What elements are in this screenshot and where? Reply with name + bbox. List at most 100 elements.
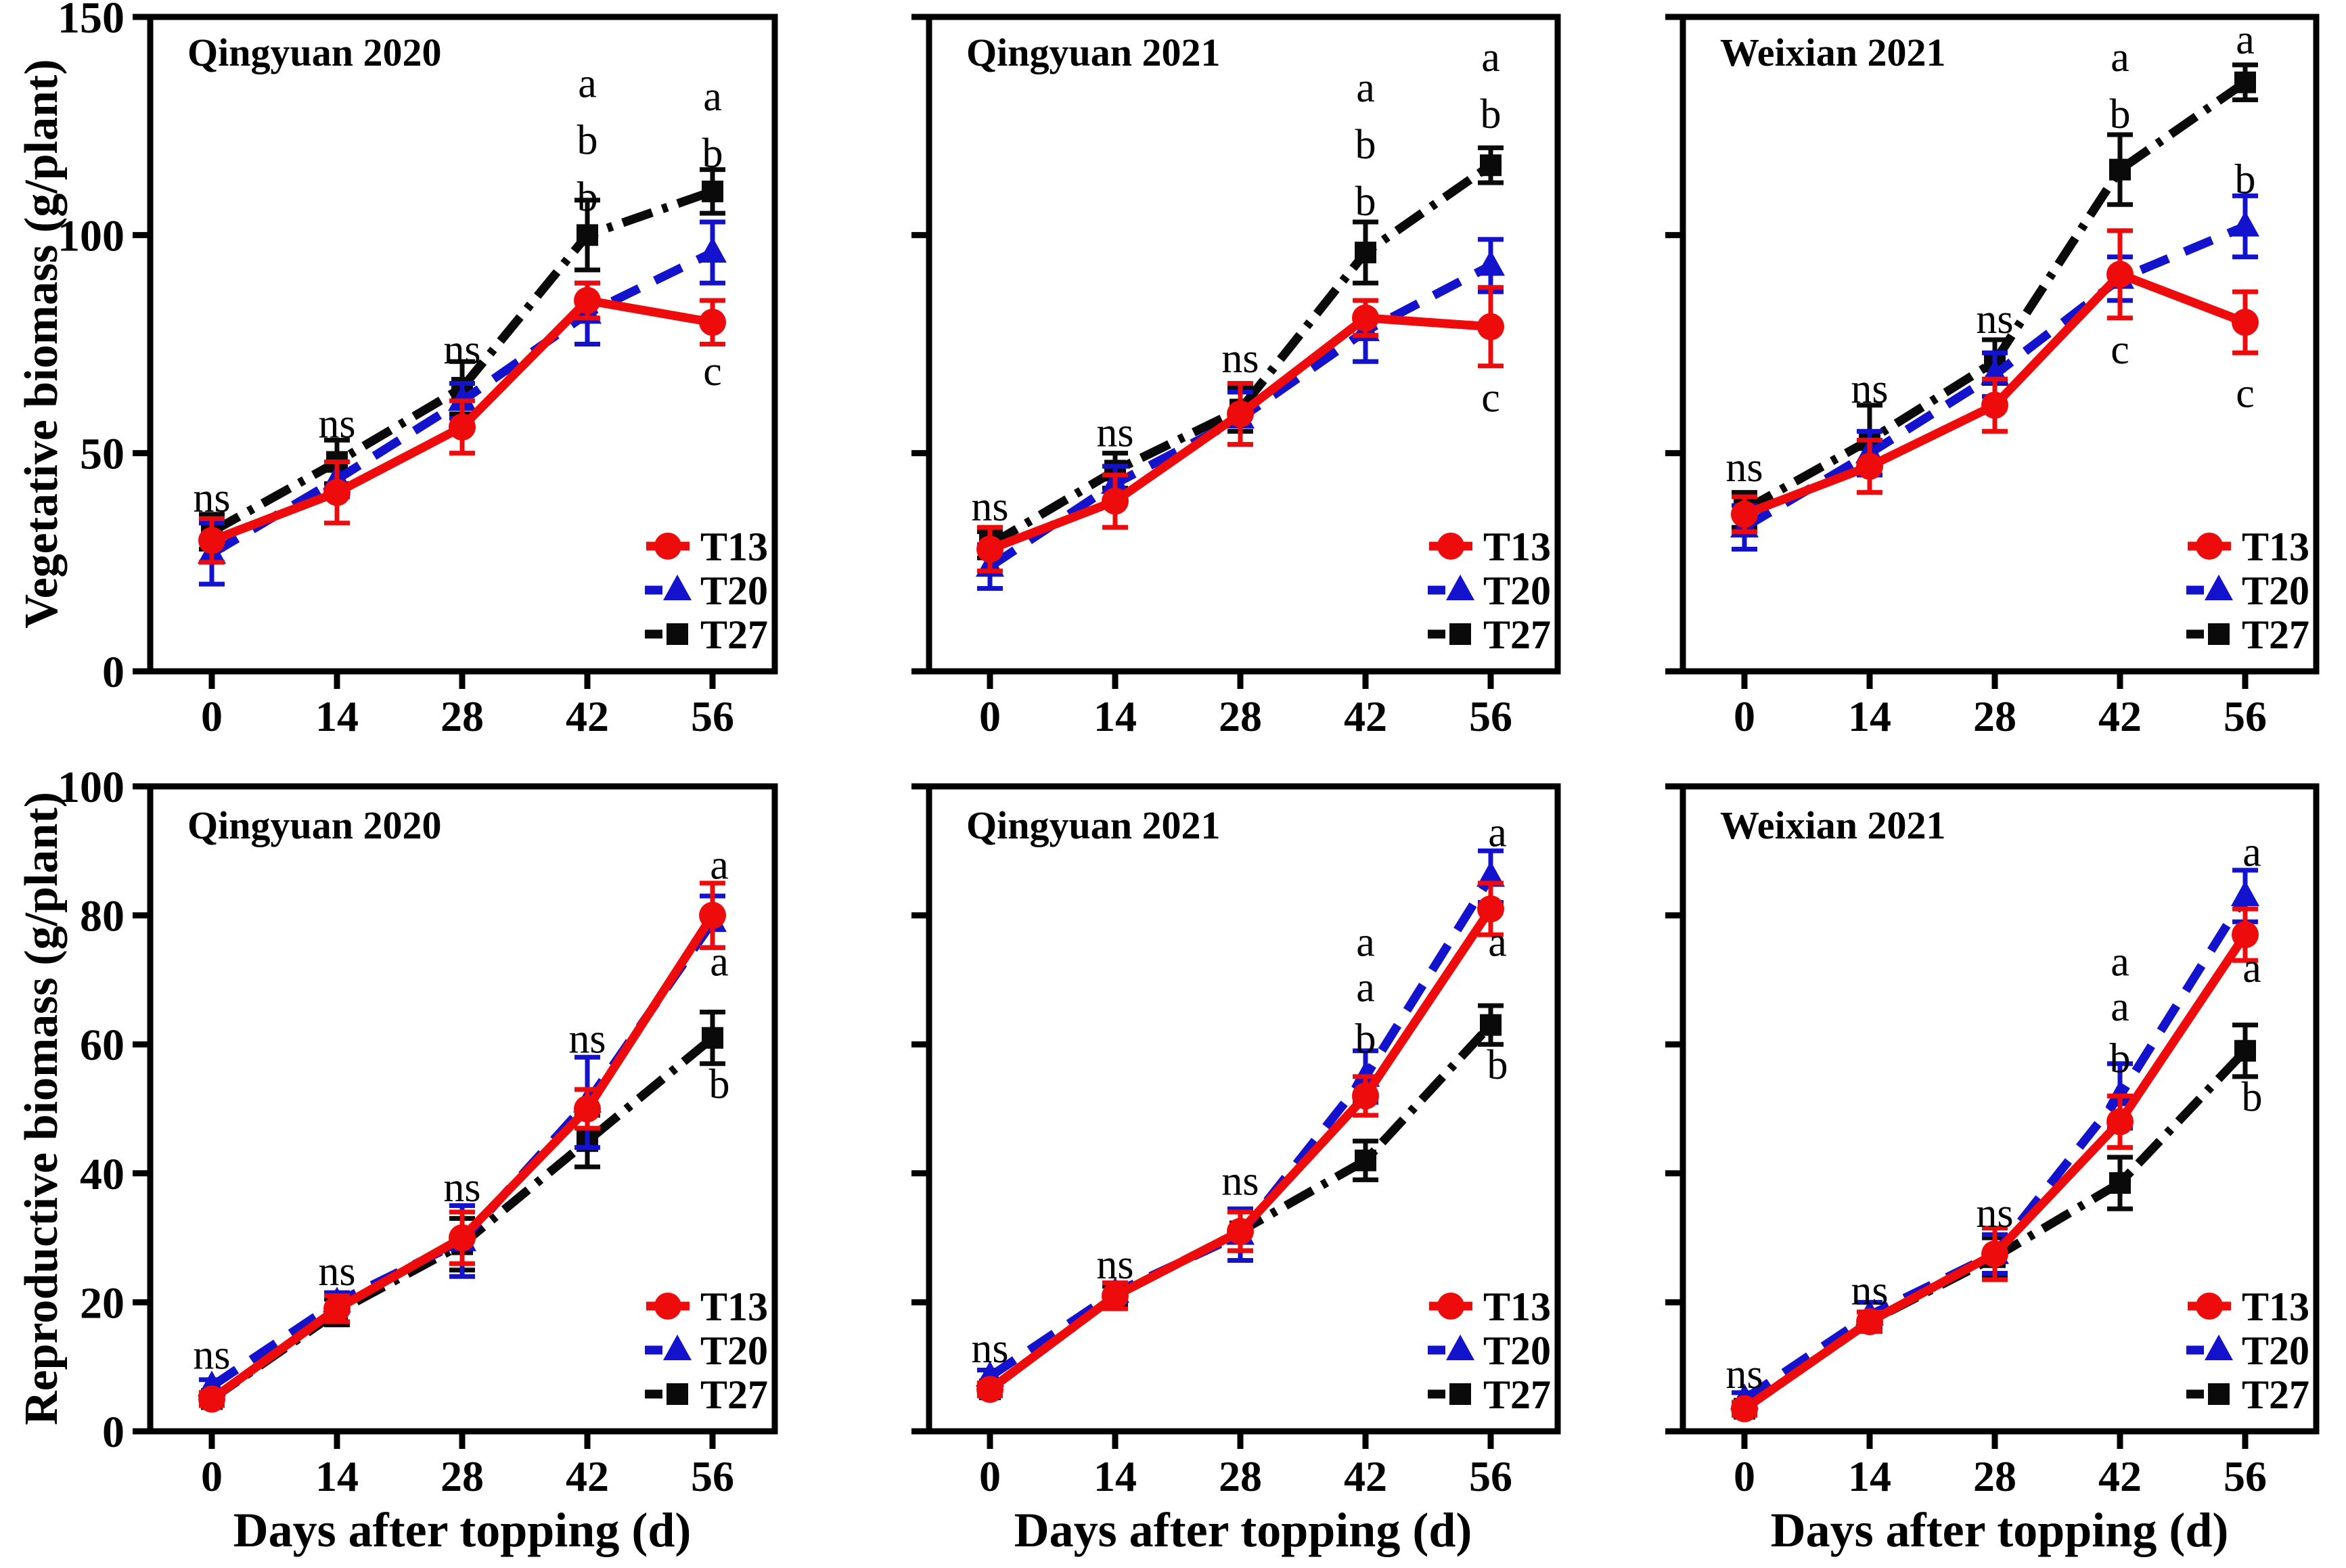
panel-title-repro-qingyuan-2021: Qingyuan 2021 <box>966 803 1221 847</box>
legend-item-T27: T27 <box>645 612 768 657</box>
x-tick-label: 42 <box>2098 1452 2142 1500</box>
sig-letter: a <box>1356 65 1375 111</box>
series-T13 <box>1731 906 2259 1423</box>
sig-letter: b <box>2110 1035 2131 1081</box>
marker-square <box>2109 158 2131 181</box>
sig-letter: a <box>2242 829 2261 875</box>
marker-square <box>577 224 598 246</box>
sig-letter: b <box>577 174 598 220</box>
sig-letter: a <box>1481 35 1500 81</box>
legend-label: T20 <box>1483 1328 1551 1373</box>
x-tick-label: 14 <box>1093 692 1137 740</box>
sig-letter: ns <box>1976 296 2013 342</box>
legend-item-T20: T20 <box>645 568 768 613</box>
sig-letter: ns <box>1221 336 1259 382</box>
panel-repro-qingyuan-2020: 0 20 40 60 80 100 0 14 28 42 56 ns ns ns ns a a b T13T20T2… <box>58 763 778 1500</box>
legend-label: T20 <box>700 568 768 613</box>
x-tick-label: 28 <box>441 1452 484 1500</box>
marker-square <box>2208 623 2230 645</box>
legend-item-T27: T27 <box>2186 1372 2309 1417</box>
sig-letter: a <box>1488 810 1507 856</box>
marker-square <box>702 1027 723 1049</box>
x-tick-label: 28 <box>1973 692 2016 740</box>
sig-letter: b <box>1355 1016 1376 1062</box>
series-T13 <box>976 880 1504 1404</box>
sig-letter: ns <box>1096 1242 1133 1288</box>
series-line-T13 <box>1742 932 2249 1412</box>
sig-letter: ns <box>318 401 355 447</box>
series-T20 <box>198 893 727 1397</box>
x-axis-label-middle: Days after topping (d) <box>1014 1503 1472 1557</box>
marker-square <box>1480 1014 1502 1036</box>
marker-square <box>1449 1383 1471 1405</box>
marker-circle <box>1731 1395 1758 1423</box>
legend-label: T13 <box>1483 524 1551 569</box>
panel-title-veg-qingyuan-2020: Qingyuan 2020 <box>187 30 442 74</box>
series-line-T20 <box>1742 893 2249 1403</box>
legend-item-T27: T27 <box>645 1372 768 1417</box>
marker-circle <box>198 1385 225 1413</box>
sig-letter: ns <box>1851 366 1888 412</box>
error-bars-T13 <box>199 880 725 1408</box>
sig-letter: a <box>1488 920 1507 966</box>
marker-circle <box>1731 500 1758 528</box>
x-tick-label: 28 <box>1219 692 1262 740</box>
marker-square <box>1449 623 1471 645</box>
legend-item-T20: T20 <box>645 1328 768 1373</box>
y-tick-label: 0 <box>102 1408 125 1457</box>
legend-label: T27 <box>2242 1372 2309 1417</box>
legend-item-T20: T20 <box>2186 1328 2309 1373</box>
marker-circle <box>1352 1082 1379 1110</box>
marker-circle <box>699 309 726 336</box>
marker-circle <box>1981 1240 2008 1268</box>
series-line-T20 <box>987 874 1495 1381</box>
sig-letter: b <box>2235 157 2256 203</box>
y-tick-label: 100 <box>58 763 125 812</box>
series-T20 <box>976 848 1505 1387</box>
sig-letter: b <box>1481 91 1502 137</box>
sig-letter: a <box>578 61 597 107</box>
x-tick-label: 0 <box>201 692 223 740</box>
marker-circle <box>1227 1217 1254 1245</box>
marker-circle <box>1227 400 1254 428</box>
legend-label: T27 <box>700 612 768 657</box>
series-T13 <box>198 280 726 565</box>
plot-frame <box>926 783 1561 1435</box>
x-tick-label: 14 <box>1093 1452 1137 1500</box>
sig-letter: ns <box>1851 1268 1888 1314</box>
legend-label: T13 <box>700 524 768 569</box>
legend-item-T20: T20 <box>1428 1328 1551 1373</box>
panel-title-repro-weixian-2021: Weixian 2021 <box>1720 803 1946 847</box>
x-axis-label-left: Days after topping (d) <box>233 1503 692 1557</box>
sig-letter: ns <box>568 1016 606 1062</box>
marker-circle <box>1102 1282 1129 1309</box>
legend-item-T27: T27 <box>2186 612 2309 657</box>
x-tick-label: 56 <box>1469 692 1512 740</box>
legend-label: T20 <box>1483 568 1551 613</box>
legend-item-T20: T20 <box>2186 568 2309 613</box>
legend-item-T13: T13 <box>646 524 768 569</box>
marker-circle <box>1981 391 2008 419</box>
x-tick-label: 0 <box>1734 692 1755 740</box>
sig-letter: a <box>2111 939 2129 985</box>
x-tick-label: 14 <box>1848 1452 1891 1500</box>
marker-circle <box>449 1224 476 1252</box>
marker-square <box>2234 71 2256 93</box>
x-tick-label: 28 <box>441 692 484 740</box>
x-tick-label: 42 <box>2098 692 2142 740</box>
marker-triangle <box>448 385 476 411</box>
sig-letter: ns <box>443 1165 480 1211</box>
sig-letter: a <box>703 74 722 120</box>
sig-letter: a <box>2242 945 2261 991</box>
x-tick-label: 56 <box>1469 1452 1512 1500</box>
marker-circle <box>1102 487 1129 515</box>
error-bars-T20 <box>199 893 725 1395</box>
legend-item-T13: T13 <box>1429 1284 1551 1329</box>
legend-item-T13: T13 <box>2188 524 2309 569</box>
sig-letter: b <box>2242 1074 2263 1120</box>
marker-triangle <box>2205 575 2233 600</box>
marker-circle <box>2106 1108 2134 1136</box>
